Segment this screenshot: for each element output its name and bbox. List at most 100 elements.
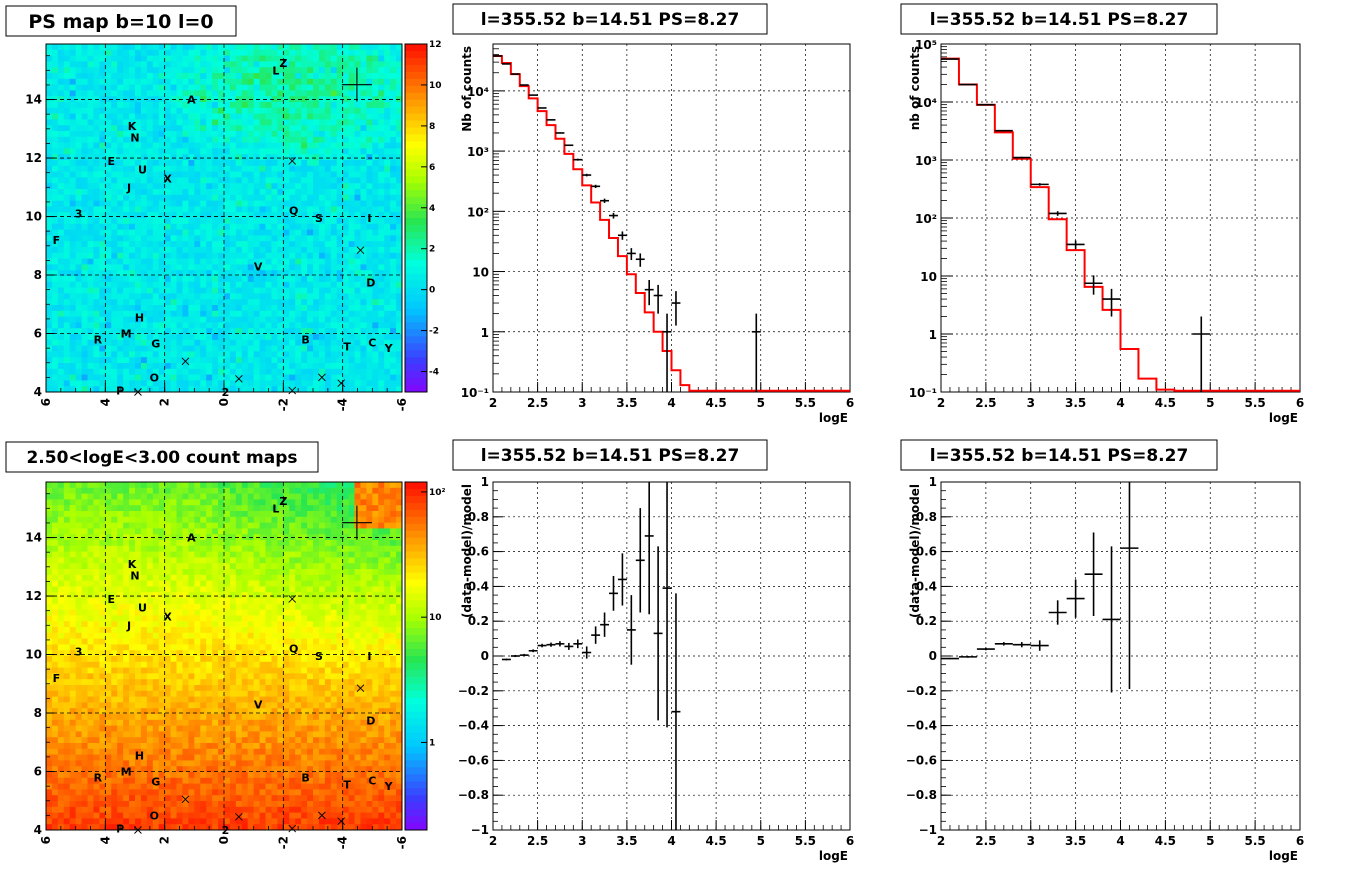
colorbar-swatch xyxy=(405,593,427,601)
plot-res2-data-point xyxy=(1102,546,1121,693)
plot-res2-title: l=355.52 b=14.51 PS=8.27 xyxy=(930,446,1189,466)
plot-res1-title: l=355.52 b=14.51 PS=8.27 xyxy=(481,446,740,466)
colorbar-swatch xyxy=(405,273,427,282)
plot-spec1-tick-label-y: 10⁻¹ xyxy=(461,386,489,400)
source-label-U: U xyxy=(138,602,147,615)
source-label-G: G xyxy=(151,338,160,351)
map-x-marker xyxy=(235,813,243,821)
plot-res2-tick-label-y: −0.6 xyxy=(906,753,937,767)
source-label-R: R xyxy=(94,333,103,346)
plot-spec2-data-point xyxy=(1012,156,1031,159)
plot-res1-data-point xyxy=(662,482,672,728)
map-tick-label-x: 0 xyxy=(217,398,231,406)
plot-spec2-tick-label-y: 10⁵ xyxy=(915,38,937,52)
plot-res1-data-point xyxy=(635,508,645,613)
colorbar-swatch xyxy=(405,141,427,149)
plot-res1-data-point xyxy=(564,642,574,650)
plot-spec1-data-point xyxy=(626,248,636,261)
colorbar-swatch xyxy=(405,482,427,490)
plot-spec2-tick-label-x: 5 xyxy=(1206,396,1214,410)
plot-res1-data-point xyxy=(573,639,583,649)
plot-spec2-data-point xyxy=(1084,275,1103,295)
colorbar-swatch xyxy=(405,697,427,706)
colorbar-swatch xyxy=(405,711,427,720)
colorbar-tick-label: 1 xyxy=(429,738,435,748)
map-tick-label-y: 10 xyxy=(25,648,42,662)
plot-spec1-tick-label-y: 1 xyxy=(481,326,489,340)
plot-spec1-data-point xyxy=(671,291,681,326)
plot-spec1-data-point xyxy=(751,313,761,392)
plot-spec2-tick-label-x: 2 xyxy=(937,396,945,410)
map-tick-label-y: 6 xyxy=(34,327,42,341)
plot-res1-tick-label-x: 2.5 xyxy=(527,834,548,848)
colorbar-swatch xyxy=(405,127,427,135)
colorbar-swatch xyxy=(405,176,427,184)
plot-spec2-title-box xyxy=(900,3,1218,35)
plot-res2-tick-label-x: 2.5 xyxy=(975,834,996,848)
plot-spec1-data-point xyxy=(653,284,663,314)
colorbar-swatch xyxy=(405,364,427,372)
colorbar-swatch xyxy=(405,162,427,170)
colorbar-swatch xyxy=(405,774,427,782)
colorbar-swatch xyxy=(405,753,427,761)
source-label-U: U xyxy=(138,164,147,177)
colorbar-swatch xyxy=(405,336,427,344)
map-tick-label-x: 6 xyxy=(39,398,53,406)
source-label-Q: Q xyxy=(289,643,298,656)
plot-res1-tick-label-x: 4 xyxy=(667,834,675,848)
plot-res2-data-point xyxy=(1084,532,1103,616)
source-label-3: 3 xyxy=(75,208,83,221)
colorbar-tick-label: 2 xyxy=(429,245,435,255)
colorbar-swatch xyxy=(405,683,427,692)
plot-spec1-tick-label-y: 10⁴ xyxy=(467,85,489,99)
plot-res1-ylabel: (data-model)/model xyxy=(460,484,474,618)
plot-spec1-data-point xyxy=(573,158,583,161)
plot-spec2-tick-label-x: 6 xyxy=(1296,396,1304,410)
source-label-Y: Y xyxy=(384,342,394,355)
map-tick-label-x: -6 xyxy=(395,836,409,849)
plot-res2-tick-label-x: 2 xyxy=(937,834,945,848)
plot-spec1-data-point xyxy=(555,132,565,134)
map-tick-label-y: 6 xyxy=(34,765,42,779)
source-label-D: D xyxy=(366,276,375,289)
colorbar-swatch xyxy=(405,343,427,351)
colorbar-swatch xyxy=(405,572,427,580)
colorbar-swatch xyxy=(405,642,427,650)
map-1-title: PS map b=10 l=0 xyxy=(28,11,213,33)
source-label-S: S xyxy=(315,212,323,225)
colorbar-swatch xyxy=(405,509,427,518)
colorbar-tick-label: 10 xyxy=(429,81,442,91)
map-tick-label-x: -2 xyxy=(276,836,290,849)
colorbar-swatch xyxy=(405,308,427,316)
colorbar-swatch xyxy=(405,106,427,115)
map-x-marker xyxy=(356,684,365,692)
colorbar-swatch xyxy=(405,725,427,734)
plot-spec2-data-point xyxy=(1102,288,1121,317)
plot-res1-data-point xyxy=(528,649,538,653)
plot-res2-data-point xyxy=(994,642,1013,646)
colorbar-swatch xyxy=(405,739,427,747)
map-x-marker xyxy=(288,595,297,603)
map-x-marker xyxy=(181,795,190,804)
source-label-Q: Q xyxy=(289,205,298,218)
plot-res2-xlabel: logE xyxy=(1269,849,1298,863)
plot-res1-tick-label-y: 0.6 xyxy=(468,545,489,559)
colorbar-swatch xyxy=(405,371,427,379)
map-tick-label-x: -4 xyxy=(336,398,350,411)
colorbar-swatch xyxy=(405,558,427,567)
plot-res1-data-point xyxy=(501,658,511,661)
source-label-N: N xyxy=(130,570,139,583)
plot-spec2-tick-label-x: 4.5 xyxy=(1155,396,1176,410)
colorbar-swatch xyxy=(405,245,427,254)
plot-res1-tick-label-x: 5.5 xyxy=(795,834,816,848)
plot-spec1-model-line xyxy=(493,54,850,392)
plot-spec1-tick-label-x: 5 xyxy=(757,396,765,410)
plot-res2-data-point xyxy=(1066,579,1085,618)
colorbar-swatch xyxy=(405,287,427,296)
plot-spec2-tick-label-y: 10⁻¹ xyxy=(909,386,937,400)
source-label-C: C xyxy=(368,336,376,349)
colorbar-swatch xyxy=(405,802,427,810)
source-label-F: F xyxy=(53,234,61,247)
map-x-marker xyxy=(337,817,346,826)
source-label-V: V xyxy=(254,260,263,273)
